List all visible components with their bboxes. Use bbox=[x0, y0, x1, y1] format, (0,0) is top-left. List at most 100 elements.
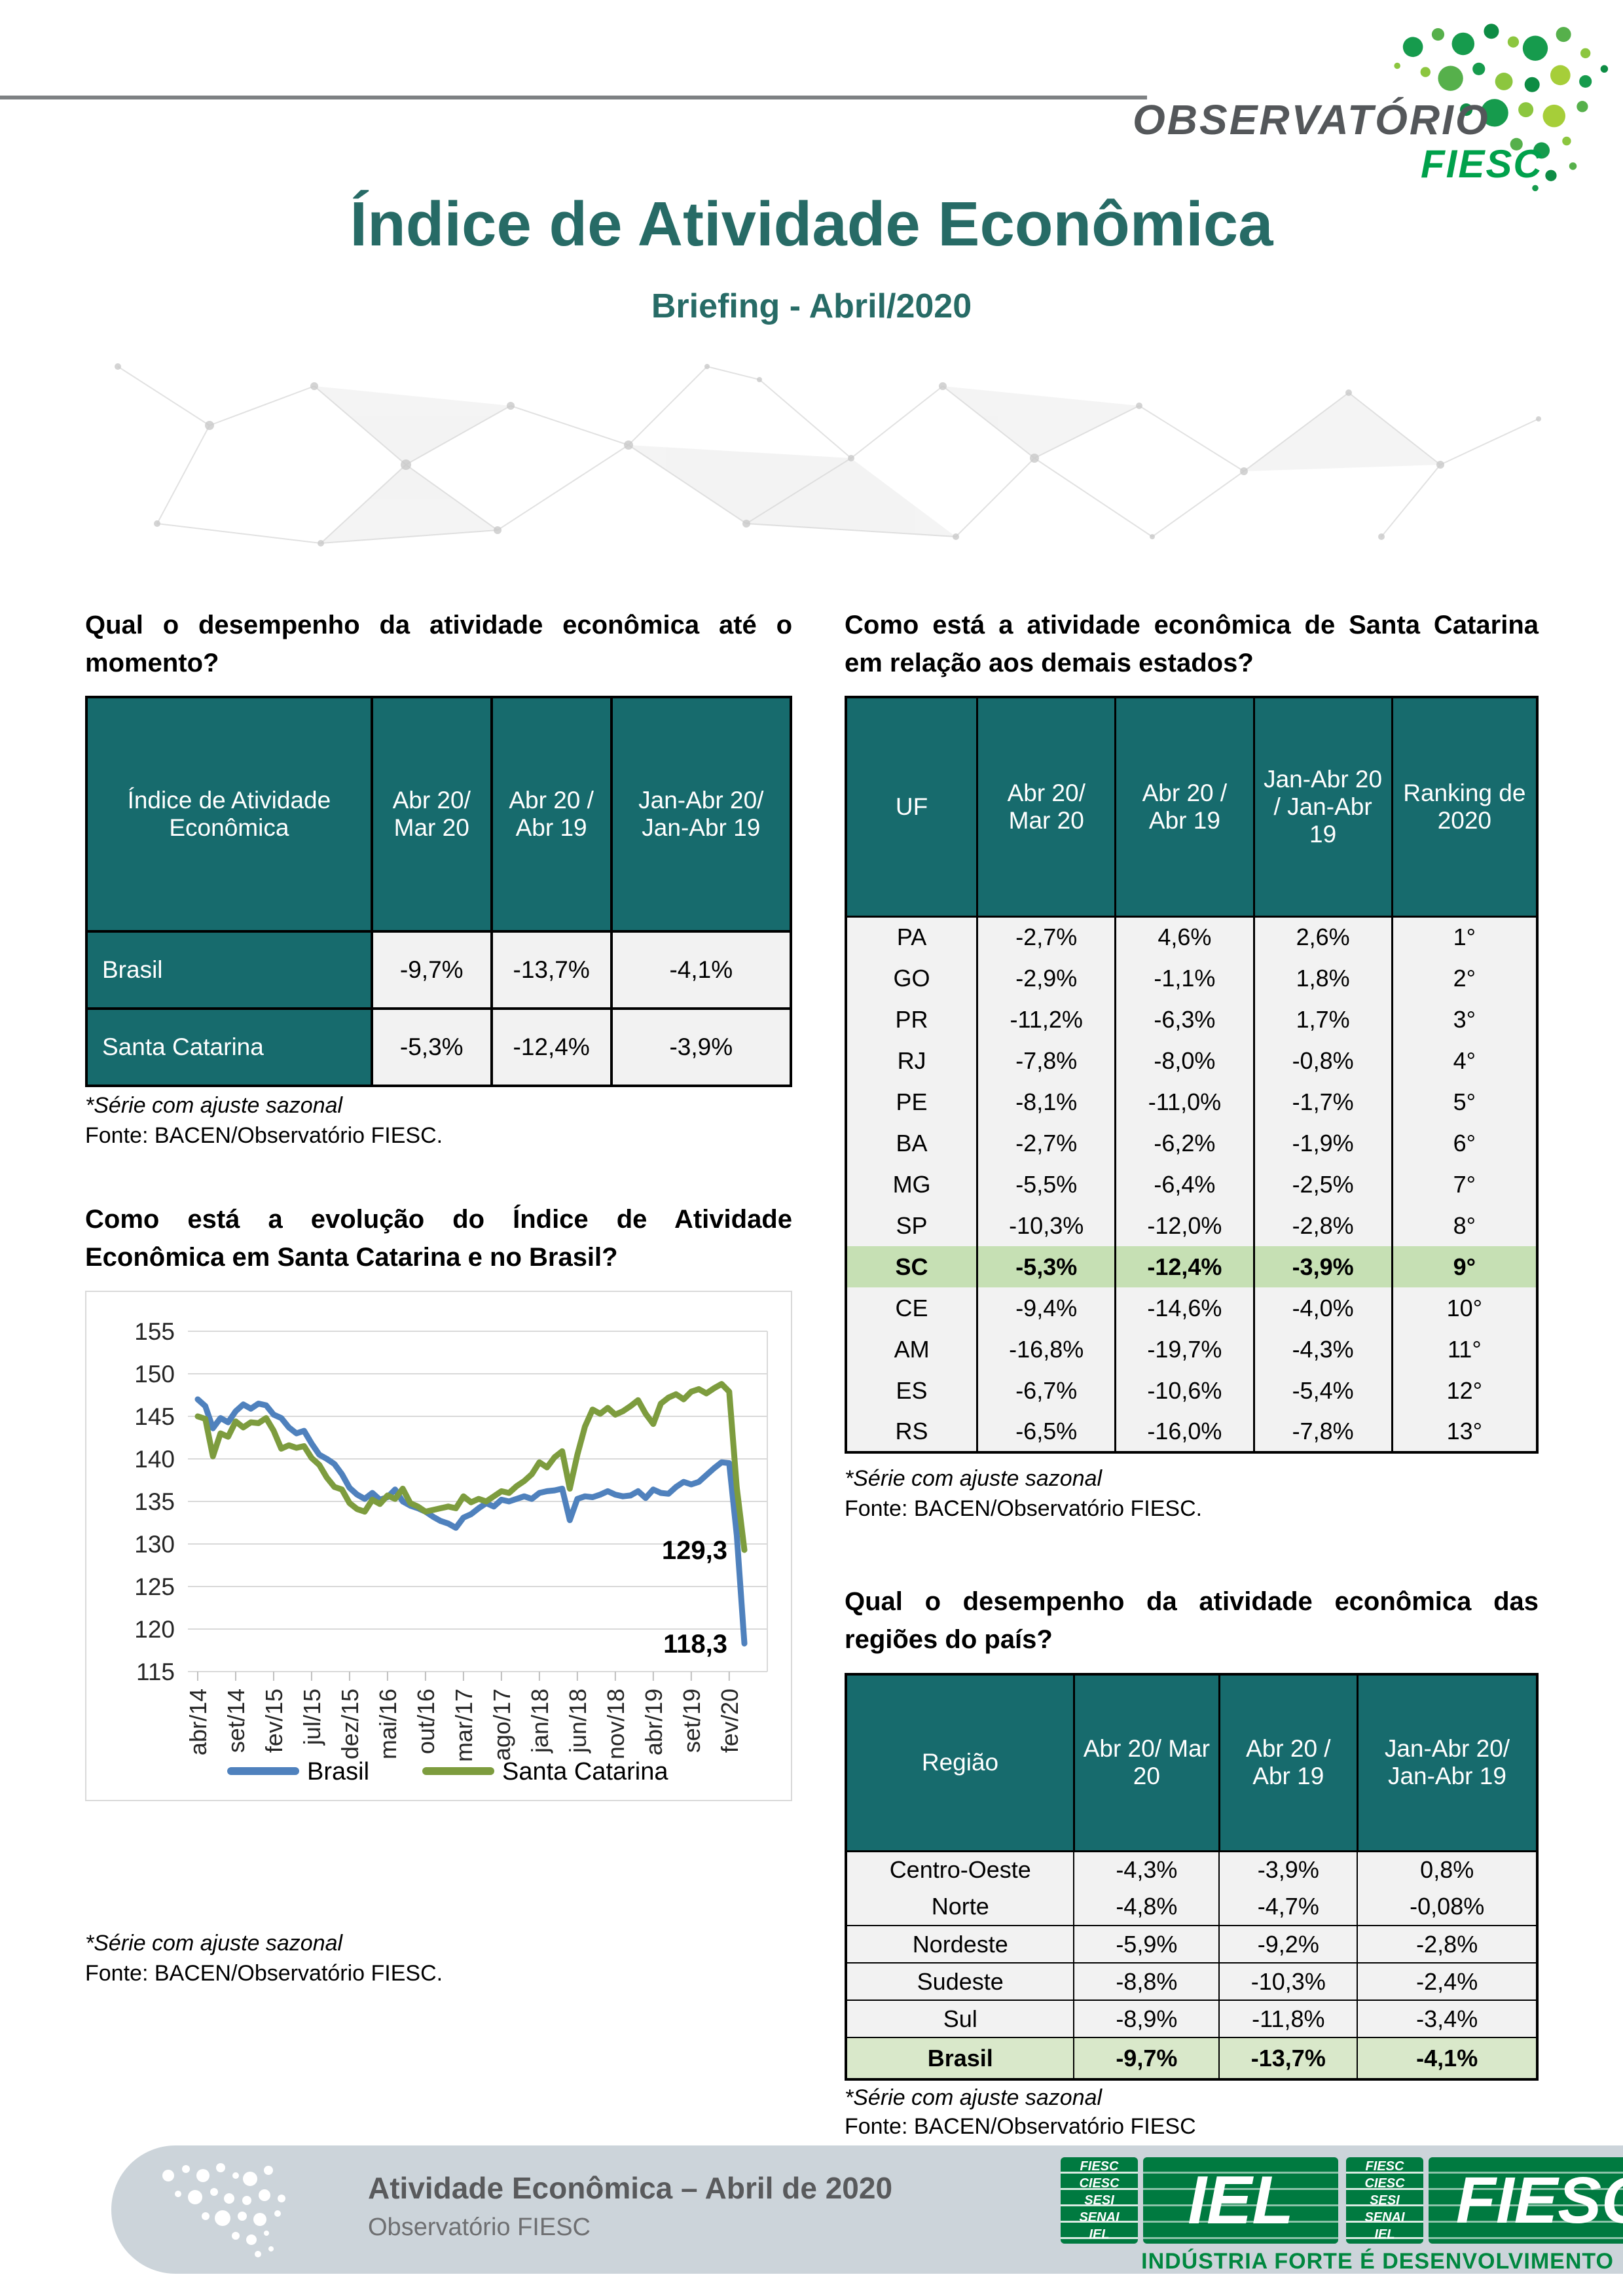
table-header-row: UF Abr 20/ Mar 20 Abr 20 / Abr 19 Jan-Abr 2… bbox=[845, 696, 1539, 918]
table-cell: Brasil bbox=[85, 930, 373, 1010]
column-header: Jan-Abr 20/ Jan-Abr 19 bbox=[610, 696, 793, 933]
table-cell: RS bbox=[845, 1411, 979, 1452]
table-cell: -5,5% bbox=[976, 1164, 1117, 1205]
logo-list-item: SENAI bbox=[1364, 2210, 1405, 2225]
footer-logos: FIESC CIESC SESI SENAI IEL IEL FIESC CIESC SES… bbox=[1061, 2157, 1623, 2244]
fiesc-mini-block: FIESC CIESC SESI SENAI IEL bbox=[1346, 2157, 1423, 2244]
network-mesh-decoration bbox=[115, 363, 1541, 547]
column-header: Abr 20 / Abr 19 bbox=[1114, 696, 1255, 918]
table-cell: -12,4% bbox=[490, 1007, 613, 1087]
table-cell: SP bbox=[845, 1205, 979, 1246]
table-cell: 2° bbox=[1391, 958, 1539, 999]
question-states: Como está a atividade econômica de Santa… bbox=[845, 611, 1539, 677]
column-header: Jan-Abr 20/ Jan-Abr 19 bbox=[1356, 1673, 1539, 1852]
table-cell: -4,0% bbox=[1252, 1287, 1393, 1329]
question-evolution: Como está a evolução do Índice de Ativid… bbox=[85, 1205, 792, 1272]
table-cell: -9,7% bbox=[1073, 2037, 1220, 2080]
iel-big-block: IEL bbox=[1143, 2157, 1338, 2244]
question-regions: Qual o desempenho da atividade econômica… bbox=[845, 1587, 1539, 1654]
table-cell: -1,9% bbox=[1252, 1122, 1393, 1164]
table-cell: -13,7% bbox=[490, 930, 613, 1010]
table-cell: -6,2% bbox=[1114, 1122, 1255, 1164]
table-cell: SC bbox=[845, 1246, 979, 1287]
x-axis-label: nov/18 bbox=[602, 1689, 629, 1759]
table-cell: GO bbox=[845, 958, 979, 999]
table-cell: -9,4% bbox=[976, 1287, 1117, 1329]
note-seasonal-3: *Série com ajuste sazonal bbox=[845, 1466, 1103, 1491]
table-cell: -10,6% bbox=[1114, 1370, 1255, 1411]
uf-ranking-table: UF Abr 20/ Mar 20 Abr 20 / Abr 19 Jan-Abr 2… bbox=[845, 696, 1539, 1454]
table-cell: -4,7% bbox=[1218, 1888, 1359, 1926]
page-title: Índice de Atividade Econômica bbox=[350, 189, 1273, 259]
table-cell: 1,7% bbox=[1252, 999, 1393, 1040]
table-cell: -1,7% bbox=[1252, 1081, 1393, 1122]
table-cell: -19,7% bbox=[1114, 1329, 1255, 1370]
table-cell: -12,4% bbox=[1114, 1246, 1255, 1287]
table-cell: -1,1% bbox=[1114, 958, 1255, 999]
table-cell: 7° bbox=[1391, 1164, 1539, 1205]
table-cell: 5° bbox=[1391, 1081, 1539, 1122]
legend-swatch-santa-catarina bbox=[422, 1767, 494, 1775]
logo-list-item: CIESC bbox=[1079, 2176, 1120, 2191]
table-cell: -3,9% bbox=[610, 1007, 793, 1087]
note-source-4: Fonte: BACEN/Observatório FIESC bbox=[845, 2114, 1196, 2139]
line-chart: 115 120 125 130 135 140 145 150 155 abr/14 set/14 f… bbox=[134, 1318, 768, 1785]
table-cell: 10° bbox=[1391, 1287, 1539, 1329]
y-axis-label: 120 bbox=[134, 1616, 175, 1643]
table-cell: 0,8% bbox=[1357, 1850, 1538, 1888]
table-cell: 4,6% bbox=[1114, 916, 1255, 958]
table-cell: -0,8% bbox=[1252, 1040, 1393, 1081]
table-cell: -7,8% bbox=[1252, 1411, 1393, 1452]
legend-swatch-brasil bbox=[227, 1767, 299, 1775]
table-cell: MG bbox=[845, 1164, 979, 1205]
table-cell: -3,4% bbox=[1357, 2000, 1538, 2038]
x-axis-label: fev/15 bbox=[261, 1689, 287, 1753]
column-header: Abr 20/ Mar 20 bbox=[976, 696, 1117, 918]
table-row: RS -6,5% -16,0% -7,8% 13° bbox=[845, 1411, 1539, 1452]
table-cell: -16,0% bbox=[1114, 1411, 1255, 1452]
x-axis-label: abr/14 bbox=[185, 1689, 211, 1755]
iae-table: Índice de Atividade Econômica Abr 20/ Mar… bbox=[85, 696, 793, 1087]
table-row: Centro-Oeste -4,3% -3,9% 0,8% bbox=[845, 1850, 1538, 1888]
table-cell: Norte bbox=[845, 1888, 1075, 1926]
note-source-3: Fonte: BACEN/Observatório FIESC. bbox=[845, 1496, 1203, 1521]
note-seasonal-2: *Série com ajuste sazonal bbox=[85, 1931, 343, 1956]
brand-observatorio-text: OBSERVATÓRIO bbox=[1133, 96, 1490, 143]
x-axis-label: jun/18 bbox=[564, 1689, 591, 1753]
table-cell: 13° bbox=[1391, 1411, 1539, 1452]
x-axis-label: dez/15 bbox=[337, 1689, 363, 1759]
iel-mini-block: FIESC CIESC SESI SENAI IEL bbox=[1061, 2157, 1138, 2244]
table-cell: 1° bbox=[1391, 916, 1539, 958]
end-label-brasil: 118,3 bbox=[663, 1630, 727, 1659]
table-cell: PR bbox=[845, 999, 979, 1040]
table-cell: -12,0% bbox=[1114, 1205, 1255, 1246]
table-row: Nordeste -5,9% -9,2% -2,8% bbox=[845, 1925, 1538, 1964]
logo-list-item: CIESC bbox=[1364, 2176, 1405, 2191]
table-cell: -14,6% bbox=[1114, 1287, 1255, 1329]
y-axis-label: 145 bbox=[134, 1403, 175, 1430]
logo-list-item: SESI bbox=[1084, 2193, 1114, 2208]
table-cell: -11,0% bbox=[1114, 1081, 1255, 1122]
y-axis-label: 125 bbox=[134, 1573, 175, 1600]
table-row: BA -2,7% -6,2% -1,9% 6° bbox=[845, 1122, 1539, 1164]
table-cell: -8,8% bbox=[1073, 1962, 1220, 2001]
table-cell: -2,4% bbox=[1357, 1962, 1538, 2001]
legend-label-brasil: Brasil bbox=[307, 1758, 369, 1785]
table-cell: -8,1% bbox=[976, 1081, 1117, 1122]
table-cell: -2,7% bbox=[976, 916, 1117, 958]
y-axis-label: 115 bbox=[136, 1659, 175, 1685]
table-cell: Nordeste bbox=[845, 1925, 1075, 1964]
x-axis-label: set/14 bbox=[223, 1689, 249, 1753]
table-row: SC -5,3% -12,4% -3,9% 9° bbox=[845, 1246, 1539, 1287]
table-cell: -8,9% bbox=[1073, 2000, 1220, 2038]
table-cell: -5,9% bbox=[1073, 1925, 1220, 1964]
table-cell: 11° bbox=[1391, 1329, 1539, 1370]
table-row: RJ -7,8% -8,0% -0,8% 4° bbox=[845, 1040, 1539, 1081]
column-header: Abr 20/ Mar 20 bbox=[1072, 1673, 1220, 1852]
series-line-brasil bbox=[194, 1396, 748, 1647]
iel-logo: FIESC CIESC SESI SENAI IEL IEL bbox=[1061, 2157, 1338, 2244]
table-row: CE -9,4% -14,6% -4,0% 10° bbox=[845, 1287, 1539, 1329]
table-row: AM -16,8% -19,7% -4,3% 11° bbox=[845, 1329, 1539, 1370]
table-cell: -5,4% bbox=[1252, 1370, 1393, 1411]
